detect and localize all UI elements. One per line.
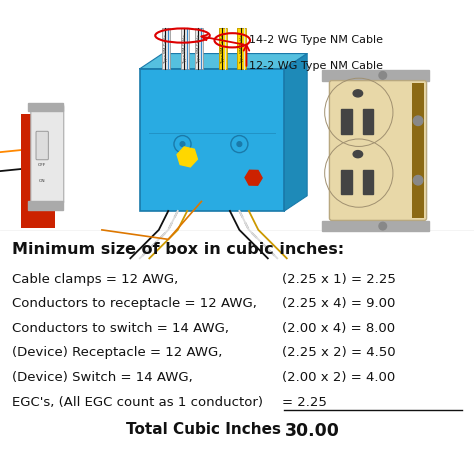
Text: 30.00: 30.00 xyxy=(284,422,339,440)
Text: 12-2 WG Type NM Cable: 12-2 WG Type NM Cable xyxy=(249,61,383,72)
Bar xyxy=(28,201,63,210)
Bar xyxy=(162,28,170,69)
Bar xyxy=(412,83,424,218)
Bar xyxy=(322,221,429,231)
Bar xyxy=(181,28,189,69)
Bar xyxy=(181,28,189,69)
Bar xyxy=(162,28,170,69)
Text: (Device) Switch = 14 AWG,: (Device) Switch = 14 AWG, xyxy=(12,371,192,384)
Text: Total Cubic Inches: Total Cubic Inches xyxy=(126,422,282,437)
Text: (2.25 x 1) = 2.25: (2.25 x 1) = 2.25 xyxy=(282,273,396,285)
Bar xyxy=(363,170,373,194)
FancyBboxPatch shape xyxy=(140,69,284,211)
Text: Conductors to switch = 14 AWG,: Conductors to switch = 14 AWG, xyxy=(12,322,229,335)
Bar xyxy=(219,28,227,69)
Circle shape xyxy=(180,142,185,146)
Text: Type NM Cable: Type NM Cable xyxy=(164,34,168,63)
Text: ON: ON xyxy=(39,179,46,182)
Text: OFF: OFF xyxy=(38,164,46,167)
Bar xyxy=(195,28,203,69)
Bar xyxy=(363,109,373,134)
Bar xyxy=(237,28,246,69)
Text: (2.25 x 4) = 9.00: (2.25 x 4) = 9.00 xyxy=(282,297,395,310)
Text: = 2.25: = 2.25 xyxy=(282,396,327,409)
Text: (2.25 x 2) = 4.50: (2.25 x 2) = 4.50 xyxy=(282,346,396,359)
Text: Conductors to receptacle = 12 AWG,: Conductors to receptacle = 12 AWG, xyxy=(12,297,257,310)
Bar xyxy=(237,28,246,69)
Circle shape xyxy=(379,72,386,79)
Bar xyxy=(21,114,55,228)
Text: Type NM Cable: Type NM Cable xyxy=(197,34,201,63)
FancyBboxPatch shape xyxy=(36,131,48,160)
Bar xyxy=(195,28,203,69)
Circle shape xyxy=(237,142,242,146)
Circle shape xyxy=(413,116,423,126)
Bar xyxy=(341,109,352,134)
Text: Cable clamps = 12 AWG,: Cable clamps = 12 AWG, xyxy=(12,273,178,285)
Text: (2.00 x 4) = 8.00: (2.00 x 4) = 8.00 xyxy=(282,322,395,335)
Circle shape xyxy=(379,222,386,230)
FancyBboxPatch shape xyxy=(31,104,64,204)
Text: Type NM Cable: Type NM Cable xyxy=(240,34,244,63)
Bar xyxy=(28,103,63,111)
Text: EGC's, (All EGC count as 1 conductor): EGC's, (All EGC count as 1 conductor) xyxy=(12,396,263,409)
Text: Type NM Cable: Type NM Cable xyxy=(183,34,187,63)
Polygon shape xyxy=(140,54,307,69)
Text: (2.00 x 2) = 4.00: (2.00 x 2) = 4.00 xyxy=(282,371,395,384)
Ellipse shape xyxy=(353,90,363,97)
Text: (Device) Receptacle = 12 AWG,: (Device) Receptacle = 12 AWG, xyxy=(12,346,222,359)
Ellipse shape xyxy=(353,151,363,158)
Polygon shape xyxy=(284,54,307,211)
FancyBboxPatch shape xyxy=(329,81,427,220)
Text: Type NM Cable: Type NM Cable xyxy=(221,34,225,63)
Text: Minimum size of box in cubic inches:: Minimum size of box in cubic inches: xyxy=(12,242,344,257)
Bar xyxy=(219,28,227,69)
Text: 14-2 WG Type NM Cable: 14-2 WG Type NM Cable xyxy=(249,35,383,46)
Circle shape xyxy=(413,175,423,185)
Bar xyxy=(322,70,429,81)
Bar xyxy=(341,170,352,194)
